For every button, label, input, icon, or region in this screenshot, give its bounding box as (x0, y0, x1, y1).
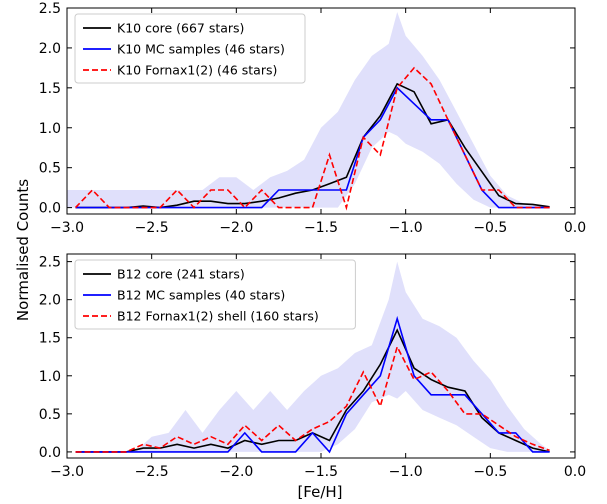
bottom-y-tick-label: 2.0 (39, 293, 61, 309)
bottom-x-tick-label: −1.5 (304, 464, 338, 480)
bottom-legend-frame (74, 259, 356, 330)
bottom-legend-label-1: B12 core (241 stars) (117, 267, 245, 282)
bottom-x-tick-label: −3.0 (50, 464, 84, 480)
top-y-tick-label: 2.0 (39, 41, 61, 57)
bottom-x-tick-label: −0.5 (473, 464, 507, 480)
bottom-legend: B12 core (241 stars) B12 MC samples (40 s… (74, 259, 356, 330)
top-x-tick-label: −1.0 (389, 220, 423, 236)
top-x-tick-label: −2.0 (219, 220, 253, 236)
top-y-tick-label: 2.5 (39, 1, 61, 17)
bottom-x-tick-label: −1.0 (389, 464, 423, 480)
top-x-tick-label: −1.5 (304, 220, 338, 236)
top-legend-frame (74, 13, 306, 84)
bottom-legend-label-3: B12 Fornax1(2) shell (160 stars) (117, 309, 319, 324)
top-x-tick-label: −3.0 (50, 220, 84, 236)
top-x-tick-label: −2.5 (135, 220, 169, 236)
bottom-x-tick-label: −2.5 (135, 464, 169, 480)
top-x-tick-label: 0.0 (564, 220, 586, 236)
bottom-y-tick-label: 0.0 (39, 445, 61, 461)
top-panel: −3.0 −2.5 −2.0 −1.5 −1.0 −0.5 0.0 0.0 0.5 1.0 1.5 2… (39, 1, 586, 236)
top-legend: K10 core (667 stars) K10 MC samples (46 s… (74, 13, 306, 84)
bottom-y-tick-label: 0.5 (39, 407, 61, 423)
bottom-y-tick-label: 2.5 (39, 255, 61, 271)
bottom-series-line-2 (75, 315, 550, 454)
top-series-line-3 (74, 66, 550, 211)
top-mc-range-band (67, 12, 550, 208)
top-y-tick-label: 1.0 (39, 121, 61, 137)
bottom-x-tick-label: 0.0 (564, 464, 586, 480)
y-axis-label: Normalised Counts (14, 179, 32, 321)
bottom-y-tick-label: 1.0 (39, 369, 61, 385)
bottom-mc-range-band (67, 261, 550, 452)
bottom-legend-label-2: B12 MC samples (40 stars) (117, 288, 285, 303)
bottom-series-line-3 (75, 344, 550, 453)
top-x-tick-label: −0.5 (473, 220, 507, 236)
top-y-tick-label: 1.5 (39, 81, 61, 97)
top-legend-label-3: K10 Fornax1(2) (46 stars) (117, 63, 277, 78)
bottom-x-tick-label: −2.0 (219, 464, 253, 480)
top-y-tick-label: 0.0 (39, 201, 61, 217)
bottom-y-tick-label: 1.5 (39, 331, 61, 347)
top-legend-label-1: K10 core (667 stars) (117, 21, 244, 36)
top-legend-label-2: K10 MC samples (46 stars) (117, 42, 285, 57)
bottom-panel: −3.0 −2.5 −2.0 −1.5 −1.0 −0.5 0.0 0.0 0.5 1.0 1.5 2… (39, 253, 586, 480)
x-axis-label: [Fe/H] (297, 483, 342, 501)
top-y-tick-label: 0.5 (39, 161, 61, 177)
